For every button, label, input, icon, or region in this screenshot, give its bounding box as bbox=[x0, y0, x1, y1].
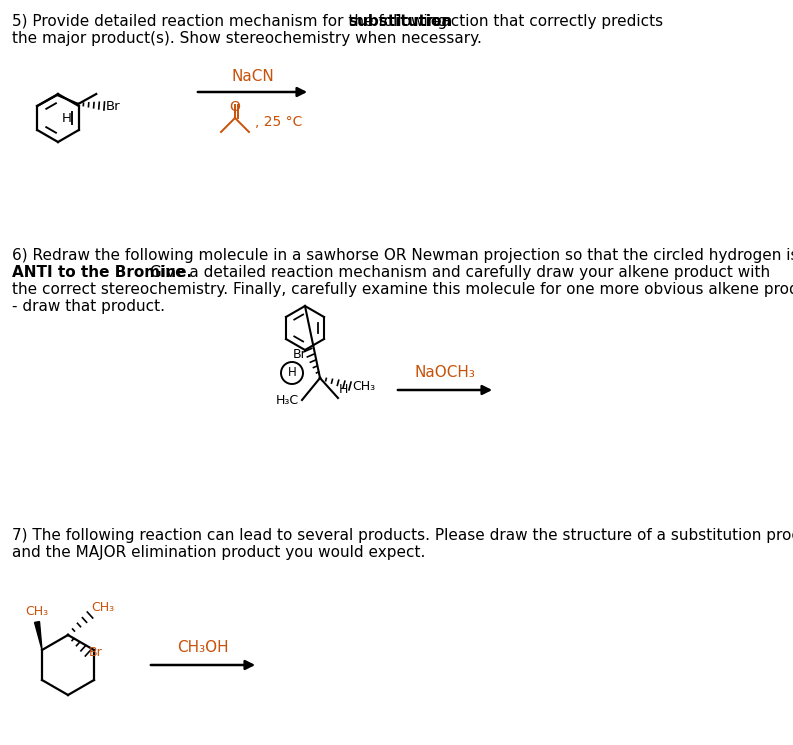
Text: reaction that correctly predicts: reaction that correctly predicts bbox=[421, 14, 663, 29]
Text: H₃C: H₃C bbox=[276, 393, 299, 407]
Text: 5) Provide detailed reaction mechanism for the following substitution reaction t: 5) Provide detailed reaction mechanism f… bbox=[12, 14, 784, 29]
Text: and the MAJOR elimination product you would expect.: and the MAJOR elimination product you wo… bbox=[12, 545, 425, 560]
Text: substitution: substitution bbox=[348, 14, 452, 29]
Text: 6) Redraw the following molecule in a sawhorse OR Newman projection so that the : 6) Redraw the following molecule in a sa… bbox=[12, 248, 793, 263]
Text: NaOCH₃: NaOCH₃ bbox=[415, 365, 476, 380]
Text: - draw that product.: - draw that product. bbox=[12, 299, 165, 314]
Text: Br: Br bbox=[106, 100, 121, 112]
Text: , 25 °C: , 25 °C bbox=[255, 115, 302, 129]
Text: the correct stereochemistry. Finally, carefully examine this molecule for one mo: the correct stereochemistry. Finally, ca… bbox=[12, 282, 793, 297]
Text: CH₃OH: CH₃OH bbox=[177, 640, 229, 655]
Text: Br: Br bbox=[293, 348, 306, 361]
Text: CH₃: CH₃ bbox=[91, 601, 114, 614]
Text: Br: Br bbox=[89, 647, 103, 659]
Text: H: H bbox=[62, 112, 72, 125]
Text: 5) Provide detailed reaction mechanism for the following: 5) Provide detailed reaction mechanism f… bbox=[12, 14, 452, 29]
Text: 7) The following reaction can lead to several products. Please draw the structur: 7) The following reaction can lead to se… bbox=[12, 528, 793, 543]
Text: O: O bbox=[229, 100, 240, 114]
Text: NaCN: NaCN bbox=[231, 69, 274, 84]
Text: ANTI to the Bromine.: ANTI to the Bromine. bbox=[12, 265, 192, 280]
Text: Give a detailed reaction mechanism and carefully draw your alkene product with: Give a detailed reaction mechanism and c… bbox=[145, 265, 770, 280]
Text: H: H bbox=[339, 383, 348, 396]
Text: the major product(s). Show stereochemistry when necessary.: the major product(s). Show stereochemist… bbox=[12, 31, 482, 46]
Text: CH₃: CH₃ bbox=[25, 605, 48, 618]
Text: CH₃: CH₃ bbox=[352, 379, 375, 393]
Polygon shape bbox=[35, 621, 42, 650]
Text: H: H bbox=[288, 367, 297, 379]
